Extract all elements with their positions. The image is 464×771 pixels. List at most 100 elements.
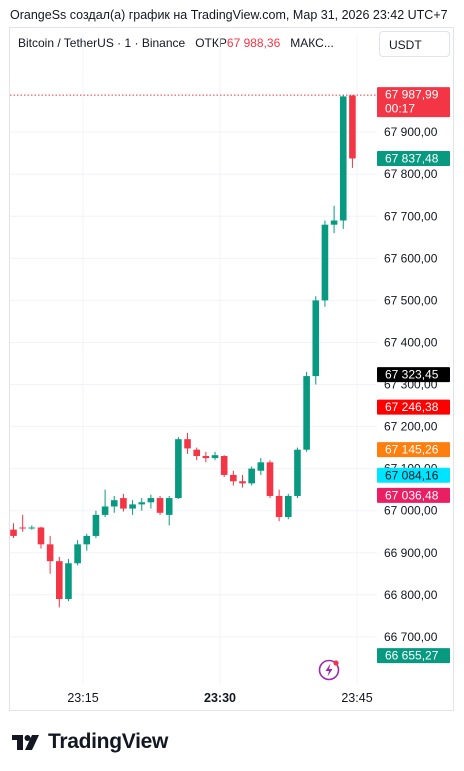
candle[interactable]	[101, 489, 109, 517]
candle-body	[28, 527, 36, 529]
candle[interactable]	[46, 535, 54, 574]
candle-body	[275, 495, 283, 517]
candle-body	[266, 462, 274, 496]
candle-body	[321, 224, 329, 301]
candle-body	[294, 449, 301, 496]
candle-body	[120, 498, 127, 509]
candle[interactable]	[312, 296, 320, 385]
candle[interactable]	[56, 556, 63, 608]
candle[interactable]	[138, 498, 146, 511]
candle-body	[257, 462, 265, 471]
price-label-text: 67 145,26	[385, 443, 439, 457]
price-label-text: 67 987,99	[385, 88, 439, 102]
candle-body	[74, 544, 81, 564]
candle-body	[230, 474, 237, 482]
candle[interactable]	[120, 493, 127, 512]
candle[interactable]	[230, 470, 237, 486]
countdown-text: 00:17	[385, 102, 415, 116]
price-label-bg	[377, 487, 450, 503]
chart-credit: OrangeSs создал(а) график на TradingView…	[10, 8, 448, 22]
candle[interactable]	[257, 458, 265, 475]
candle[interactable]	[193, 447, 200, 461]
time-axis: 23:15 23:30 23:45	[67, 691, 372, 705]
price-label-bg	[377, 442, 450, 458]
candle-body	[10, 529, 17, 536]
price-label-bg	[377, 648, 450, 664]
candle[interactable]	[175, 437, 182, 499]
candle[interactable]	[266, 460, 274, 499]
x-tick-label: 23:30	[204, 691, 236, 705]
candle[interactable]	[156, 495, 164, 515]
x-tick-label: 23:15	[67, 691, 98, 705]
candle[interactable]	[339, 95, 347, 229]
price-label-bg	[377, 467, 450, 483]
price-label-text: 66 655,27	[385, 649, 439, 663]
price-label: 67 323,45	[377, 367, 450, 383]
price-label-text: 67 036,48	[385, 488, 439, 502]
candle-body	[110, 500, 118, 507]
candle[interactable]	[285, 493, 292, 520]
candle-body	[129, 504, 136, 509]
candle-body	[202, 456, 210, 459]
candle[interactable]	[184, 432, 191, 454]
price-label-text: 67 323,45	[385, 368, 439, 382]
open-value: 67 988,36	[226, 36, 281, 50]
price-label-text: 67 837,48	[385, 151, 439, 165]
candle-body	[285, 495, 292, 517]
y-tick-label: 67 500,00	[384, 293, 438, 307]
candle[interactable]	[220, 455, 228, 478]
candle[interactable]	[330, 205, 338, 234]
candle-body	[211, 455, 219, 459]
candle[interactable]	[275, 489, 283, 522]
y-tick-label: 67 600,00	[384, 251, 438, 265]
candle-body	[147, 498, 155, 503]
candle[interactable]	[239, 474, 246, 488]
candle[interactable]	[321, 220, 329, 307]
candle[interactable]	[349, 95, 356, 168]
price-label: 67 246,38	[377, 399, 450, 415]
currency-button[interactable]: USDT	[379, 31, 450, 57]
tradingview-brand[interactable]: TradingView	[12, 730, 168, 754]
candle[interactable]	[92, 510, 100, 539]
candle[interactable]	[110, 495, 118, 513]
tradingview-wordmark: TradingView	[48, 730, 169, 753]
candle[interactable]	[211, 451, 219, 461]
price-label-bg	[377, 150, 450, 166]
candle[interactable]	[74, 540, 81, 566]
candle-body	[175, 439, 182, 499]
price-label: 67 145,26	[377, 442, 450, 458]
symbol-label[interactable]: Bitcoin / TetherUS · 1 · Binance	[18, 36, 186, 50]
candle-body	[193, 449, 200, 457]
candle[interactable]	[19, 514, 26, 532]
candle[interactable]	[10, 523, 17, 539]
candle[interactable]	[248, 466, 255, 486]
candle[interactable]	[83, 533, 91, 551]
candle[interactable]	[303, 371, 310, 452]
candle[interactable]	[65, 559, 72, 602]
y-tick-label: 67 700,00	[384, 209, 438, 223]
candle-body	[101, 506, 109, 515]
grid-lines	[10, 34, 377, 684]
y-tick-label: 67 800,00	[384, 167, 438, 181]
flash-icon[interactable]	[318, 659, 340, 681]
candle[interactable]	[294, 447, 301, 499]
candle-body	[83, 535, 91, 545]
y-tick-label: 67 200,00	[384, 420, 438, 434]
max-label: МАКС...	[290, 36, 334, 50]
candle[interactable]	[37, 526, 45, 549]
candle-body	[92, 514, 100, 536]
y-tick-label: 67 900,00	[384, 125, 438, 139]
candle[interactable]	[129, 500, 136, 515]
candle[interactable]	[28, 525, 36, 530]
candle[interactable]	[165, 495, 173, 526]
candle-body	[138, 502, 146, 505]
candle[interactable]	[147, 494, 155, 509]
y-tick-label: 67 000,00	[384, 504, 438, 518]
candle-body	[248, 468, 255, 484]
candle[interactable]	[202, 451, 210, 463]
price-label: 67 837,48	[377, 150, 450, 166]
x-tick-label: 23:45	[341, 691, 372, 705]
